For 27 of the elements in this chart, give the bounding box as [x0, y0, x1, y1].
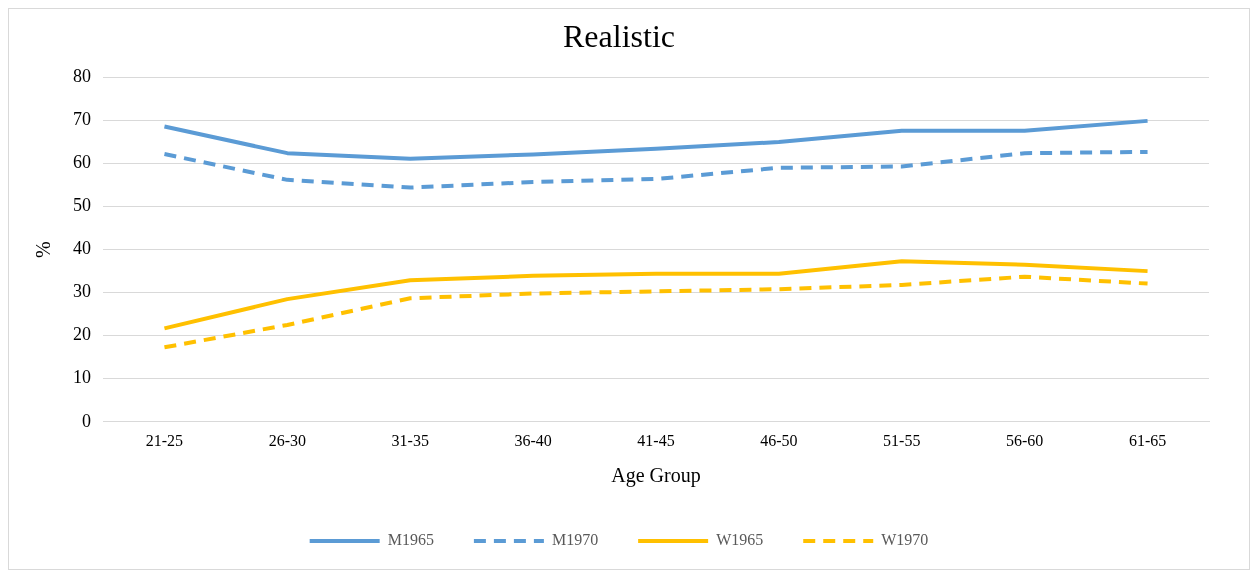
y-tick-label: 50 [73, 195, 91, 216]
legend-label: W1970 [881, 531, 929, 549]
x-tick-label: 51-55 [883, 431, 921, 449]
x-axis-title: Age Group [611, 464, 701, 488]
legend-label: M1970 [551, 531, 599, 549]
x-tick-label: 31-35 [391, 431, 429, 449]
y-axis-title: % [32, 241, 55, 258]
y-tick-label: 0 [82, 410, 91, 431]
x-tick-label: 41-45 [637, 431, 675, 449]
line-series [162, 274, 1150, 350]
x-tick-label: 46-50 [760, 431, 798, 449]
y-tick-label: 20 [73, 324, 91, 345]
y-tick-label: 80 [73, 66, 91, 87]
y-tick-label: 40 [73, 238, 91, 259]
x-tick-label: 26-30 [268, 431, 306, 449]
x-tick-label: 61-65 [1128, 431, 1167, 449]
y-tick-label: 70 [73, 109, 91, 130]
y-tick-label: 60 [73, 152, 91, 173]
legend-label: W1965 [716, 531, 764, 549]
x-tick-label: 36-40 [514, 431, 552, 449]
x-tick-label: 56-60 [1006, 431, 1044, 449]
x-tick-label: 21-25 [145, 431, 184, 449]
line-series [162, 149, 1150, 190]
y-tick-label: 30 [73, 281, 91, 302]
chart-title: Realistic [563, 17, 675, 54]
legend-label: M1965 [387, 531, 434, 549]
y-tick-label: 10 [73, 367, 91, 388]
